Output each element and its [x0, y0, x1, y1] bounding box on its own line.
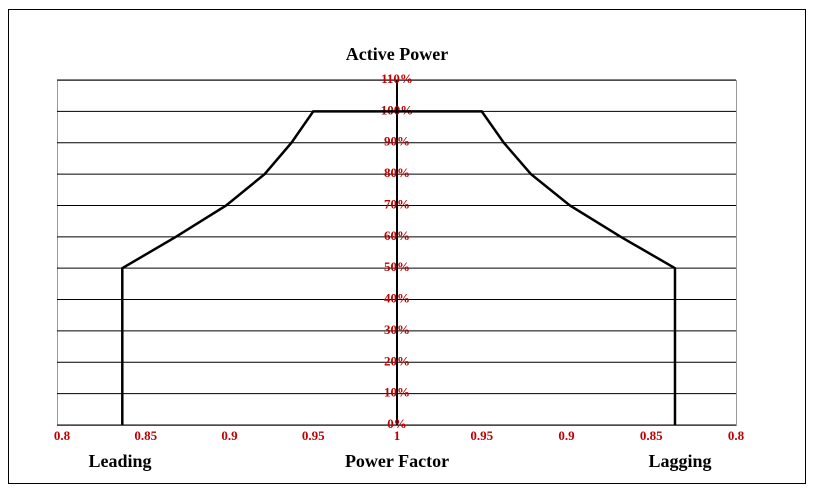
y-tick-label: 60% [384, 228, 410, 243]
y-tick-label: 80% [384, 165, 410, 180]
y-tick-label: 40% [384, 291, 410, 306]
series-line [121, 110, 397, 425]
y-tick-label: 0% [387, 416, 407, 431]
y-tick-label: 90% [384, 134, 410, 149]
y-tick-label: 50% [384, 259, 410, 274]
x-tick-label: 0.8 [54, 428, 71, 443]
y-tick-label: 100% [381, 102, 414, 117]
series-line [397, 110, 677, 425]
frame [8, 9, 806, 484]
y-tick-label: 30% [384, 322, 410, 337]
x-tick-label: 1 [394, 428, 401, 443]
x-tick-label: 0.85 [134, 428, 157, 443]
side-label: Lagging [648, 451, 711, 471]
y-tick-label: 20% [384, 353, 410, 368]
y-tick-label: 70% [384, 196, 410, 211]
x-tick-label: 0.85 [640, 428, 663, 443]
chart-title: Active Power [346, 44, 448, 64]
x-tick-label: 0.9 [558, 428, 575, 443]
x-tick-label: 0.95 [470, 428, 493, 443]
x-tick-label: 0.95 [302, 428, 325, 443]
x-tick-label: 0.8 [728, 428, 745, 443]
x-axis-label: Power Factor [345, 451, 449, 471]
y-tick-label: 110% [381, 71, 413, 86]
y-tick-label: 10% [384, 385, 410, 400]
side-label: Leading [88, 451, 151, 471]
x-tick-label: 0.9 [221, 428, 238, 443]
